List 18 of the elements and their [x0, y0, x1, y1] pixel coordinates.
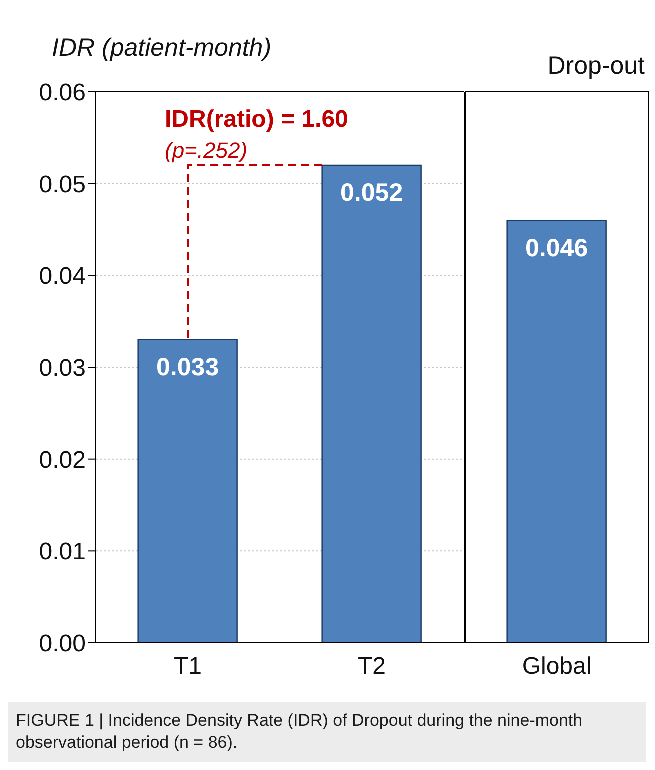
x-tick-label: T1	[174, 653, 202, 680]
data-label: 0.052	[340, 179, 404, 208]
data-label: 0.046	[526, 234, 588, 262]
y-tick-label: 0.02	[39, 446, 86, 474]
y-tick-label: 0.00	[39, 630, 86, 658]
y-tick-label: 0.01	[39, 538, 86, 566]
caption: FIGURE 1 | Incidence Density Rate (IDR) of Dropout during the nine-month observational period (n = 86).	[8, 702, 646, 762]
chart-title: Drop-out	[548, 52, 646, 80]
x-tick-label: Global	[522, 653, 592, 680]
y-tick-label: 0.03	[39, 355, 86, 382]
annotation: IDR(ratio) = 1.60	[165, 106, 348, 133]
y-axis-title: IDR (patient-month)	[52, 34, 272, 62]
x-tick-label: T2	[358, 653, 386, 680]
annotation: (p=.252)	[165, 138, 248, 163]
y-tick-label: 0.04	[39, 263, 86, 290]
data-label: 0.033	[156, 354, 220, 382]
y-tick-label: 0.05	[39, 171, 86, 198]
y-tick-label: 0.06	[39, 80, 86, 107]
